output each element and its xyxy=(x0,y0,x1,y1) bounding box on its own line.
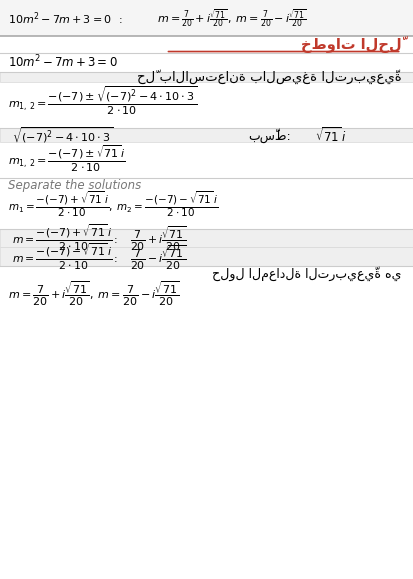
Text: حلول المعادلة التربيعيّة هي: حلول المعادلة التربيعيّة هي xyxy=(211,266,401,281)
Text: $10m^2 - 7m + 3 = 0 \;\; : \;\;$: $10m^2 - 7m + 3 = 0 \;\; : \;\;$ xyxy=(8,10,123,27)
Text: $m_{1,\,2} = \dfrac{-(-7) \pm \sqrt{(-7)^2 - 4 \cdot 10 \cdot 3}}{2 \cdot 10}$: $m_{1,\,2} = \dfrac{-(-7) \pm \sqrt{(-7)… xyxy=(8,85,197,117)
Text: $m_{1,\,2} = \dfrac{-(-7) \pm \sqrt{71}\,i}{2 \cdot 10}$: $m_{1,\,2} = \dfrac{-(-7) \pm \sqrt{71}\… xyxy=(8,144,126,174)
Bar xyxy=(0,128,413,142)
Text: حلّ بالاستعانة بالصيغة التربيعيّة: حلّ بالاستعانة بالصيغة التربيعيّة xyxy=(137,69,401,85)
Bar xyxy=(0,229,413,247)
Text: $m = \frac{7}{20} + i\frac{\sqrt{71}}{20},\; m = \frac{7}{20} - i\frac{\sqrt{71}: $m = \frac{7}{20} + i\frac{\sqrt{71}}{20… xyxy=(157,8,306,30)
Bar xyxy=(0,247,413,266)
Text: $m = \dfrac{7}{20} + i\dfrac{\sqrt{71}}{20},\; m = \dfrac{7}{20} - i\dfrac{\sqrt: $m = \dfrac{7}{20} + i\dfrac{\sqrt{71}}{… xyxy=(8,280,180,308)
Text: بسّط:: بسّط: xyxy=(248,128,290,143)
Bar xyxy=(0,0,413,36)
Text: $\sqrt{(-7)^2 - 4 \cdot 10 \cdot 3}$: $\sqrt{(-7)^2 - 4 \cdot 10 \cdot 3}$ xyxy=(12,126,113,145)
Bar xyxy=(0,72,413,82)
Text: Separate the solutions: Separate the solutions xyxy=(8,179,141,192)
Text: $\sqrt{71}\, i$: $\sqrt{71}\, i$ xyxy=(314,126,346,145)
Text: $m = \dfrac{-(-7) + \sqrt{71}\,i}{2 \cdot 10}:\quad \dfrac{7}{20} + i\dfrac{\sqr: $m = \dfrac{-(-7) + \sqrt{71}\,i}{2 \cdo… xyxy=(12,223,186,253)
Text: $m_1 = \dfrac{-(-7) + \sqrt{71}\,i}{2 \cdot 10},\; m_2 = \dfrac{-(-7) - \sqrt{71: $m_1 = \dfrac{-(-7) + \sqrt{71}\,i}{2 \c… xyxy=(8,189,218,219)
Text: $10m^2 - 7m + 3 = 0$: $10m^2 - 7m + 3 = 0$ xyxy=(8,54,118,70)
Text: خطوات الحلّ: خطوات الحلّ xyxy=(300,35,401,53)
Text: $m = \dfrac{-(-7) - \sqrt{71}\,i}{2 \cdot 10}:\quad \dfrac{7}{20} - i\dfrac{\sqr: $m = \dfrac{-(-7) - \sqrt{71}\,i}{2 \cdo… xyxy=(12,242,186,272)
